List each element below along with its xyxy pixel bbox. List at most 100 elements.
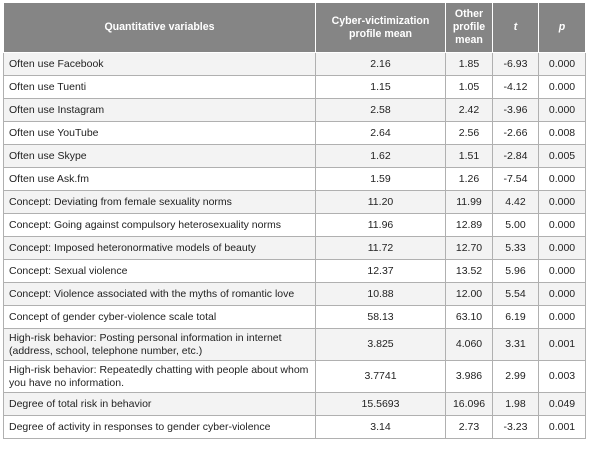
cv-mean-cell: 11.20 [315, 190, 446, 214]
t-cell: 5.33 [492, 236, 539, 260]
other-mean-cell: 4.060 [445, 328, 493, 361]
p-cell: 0.003 [538, 360, 586, 393]
variable-cell: Degree of total risk in behavior [3, 392, 316, 416]
other-mean-cell: 16.096 [445, 392, 493, 416]
cv-mean-cell: 11.96 [315, 213, 446, 237]
other-mean-cell: 12.89 [445, 213, 493, 237]
cv-mean-cell: 1.15 [315, 75, 446, 99]
t-cell: 5.54 [492, 282, 539, 306]
other-mean-cell: 12.70 [445, 236, 493, 260]
p-cell: 0.000 [538, 305, 586, 329]
header-p: p [538, 2, 586, 53]
table-row: Often use Ask.fm 1.59 1.26 -7.54 0.000 [3, 167, 586, 191]
header-t: t [492, 2, 539, 53]
table-row: Degree of activity in responses to gende… [3, 415, 586, 439]
p-cell: 0.049 [538, 392, 586, 416]
cv-mean-cell: 15.5693 [315, 392, 446, 416]
cv-mean-cell: 3.7741 [315, 360, 446, 393]
p-cell: 0.005 [538, 144, 586, 168]
variable-cell: Degree of activity in responses to gende… [3, 415, 316, 439]
table-row: High-risk behavior: Posting personal inf… [3, 328, 586, 361]
p-cell: 0.000 [538, 213, 586, 237]
variable-cell: Often use Instagram [3, 98, 316, 122]
variable-cell: Often use Tuenti [3, 75, 316, 99]
cv-mean-cell: 1.59 [315, 167, 446, 191]
header-variables: Quantitative variables [3, 2, 316, 53]
other-mean-cell: 63.10 [445, 305, 493, 329]
other-mean-cell: 2.56 [445, 121, 493, 145]
other-mean-cell: 2.42 [445, 98, 493, 122]
t-cell: -3.23 [492, 415, 539, 439]
cv-mean-cell: 10.88 [315, 282, 446, 306]
cv-mean-cell: 2.64 [315, 121, 446, 145]
t-cell: 1.98 [492, 392, 539, 416]
p-cell: 0.000 [538, 282, 586, 306]
p-cell: 0.000 [538, 52, 586, 76]
other-mean-cell: 1.05 [445, 75, 493, 99]
cv-mean-cell: 2.16 [315, 52, 446, 76]
table-row: Often use Instagram 2.58 2.42 -3.96 0.000 [3, 98, 586, 122]
t-cell: -7.54 [492, 167, 539, 191]
cv-mean-cell: 3.14 [315, 415, 446, 439]
table-row: Degree of total risk in behavior 15.5693 1… [3, 392, 586, 416]
cv-mean-cell: 1.62 [315, 144, 446, 168]
cv-mean-cell: 3.825 [315, 328, 446, 361]
table-row: Concept: Deviating from female sexuality… [3, 190, 586, 214]
t-cell: -6.93 [492, 52, 539, 76]
other-mean-cell: 13.52 [445, 259, 493, 283]
table-header: Quantitative variables Cyber-victimizati… [3, 2, 586, 53]
variable-cell: High-risk behavior: Posting personal inf… [3, 328, 316, 361]
other-mean-cell: 3.986 [445, 360, 493, 393]
cv-mean-cell: 2.58 [315, 98, 446, 122]
t-cell: -2.66 [492, 121, 539, 145]
variable-cell: Often use Facebook [3, 52, 316, 76]
t-cell: 2.99 [492, 360, 539, 393]
variable-cell: Concept: Violence associated with the my… [3, 282, 316, 306]
cv-mean-cell: 12.37 [315, 259, 446, 283]
table-body: Often use Facebook 2.16 1.85 -6.93 0.000 Ofte… [3, 52, 586, 439]
variable-cell: Concept: Sexual violence [3, 259, 316, 283]
table-row: High-risk behavior: Repeatedly chatting … [3, 360, 586, 393]
variable-cell: Concept: Going against compulsory hetero… [3, 213, 316, 237]
t-cell: -2.84 [492, 144, 539, 168]
table-row: Concept: Going against compulsory hetero… [3, 213, 586, 237]
variable-cell: Often use YouTube [3, 121, 316, 145]
other-mean-cell: 11.99 [445, 190, 493, 214]
table-row: Often use Skype 1.62 1.51 -2.84 0.005 [3, 144, 586, 168]
p-cell: 0.001 [538, 415, 586, 439]
variable-cell: Concept: Deviating from female sexuality… [3, 190, 316, 214]
header-row: Quantitative variables Cyber-victimizati… [3, 2, 586, 53]
header-cv-mean: Cyber-victimization profile mean [315, 2, 446, 53]
t-cell: 6.19 [492, 305, 539, 329]
t-cell: 5.96 [492, 259, 539, 283]
t-cell: 4.42 [492, 190, 539, 214]
table-row: Concept of gender cyber-violence scale t… [3, 305, 586, 329]
p-cell: 0.008 [538, 121, 586, 145]
variable-cell: Often use Ask.fm [3, 167, 316, 191]
table-row: Often use Tuenti 1.15 1.05 -4.12 0.000 [3, 75, 586, 99]
t-cell: -3.96 [492, 98, 539, 122]
other-mean-cell: 1.51 [445, 144, 493, 168]
t-cell: 5.00 [492, 213, 539, 237]
header-other-mean: Other profile mean [445, 2, 493, 53]
other-mean-cell: 2.73 [445, 415, 493, 439]
other-mean-cell: 1.26 [445, 167, 493, 191]
table-row: Concept: Sexual violence 12.37 13.52 5.96 0.… [3, 259, 586, 283]
table-row: Concept: Violence associated with the my… [3, 282, 586, 306]
t-cell: -4.12 [492, 75, 539, 99]
variable-cell: Often use Skype [3, 144, 316, 168]
table-row: Often use YouTube 2.64 2.56 -2.66 0.008 [3, 121, 586, 145]
cv-mean-cell: 58.13 [315, 305, 446, 329]
p-cell: 0.000 [538, 75, 586, 99]
other-mean-cell: 12.00 [445, 282, 493, 306]
p-cell: 0.000 [538, 236, 586, 260]
p-cell: 0.000 [538, 259, 586, 283]
variable-cell: Concept of gender cyber-violence scale t… [3, 305, 316, 329]
other-mean-cell: 1.85 [445, 52, 493, 76]
p-cell: 0.000 [538, 167, 586, 191]
table-row: Concept: Imposed heteronormative models … [3, 236, 586, 260]
variable-cell: Concept: Imposed heteronormative models … [3, 236, 316, 260]
results-table: Quantitative variables Cyber-victimizati… [3, 2, 586, 439]
p-cell: 0.001 [538, 328, 586, 361]
variable-cell: High-risk behavior: Repeatedly chatting … [3, 360, 316, 393]
